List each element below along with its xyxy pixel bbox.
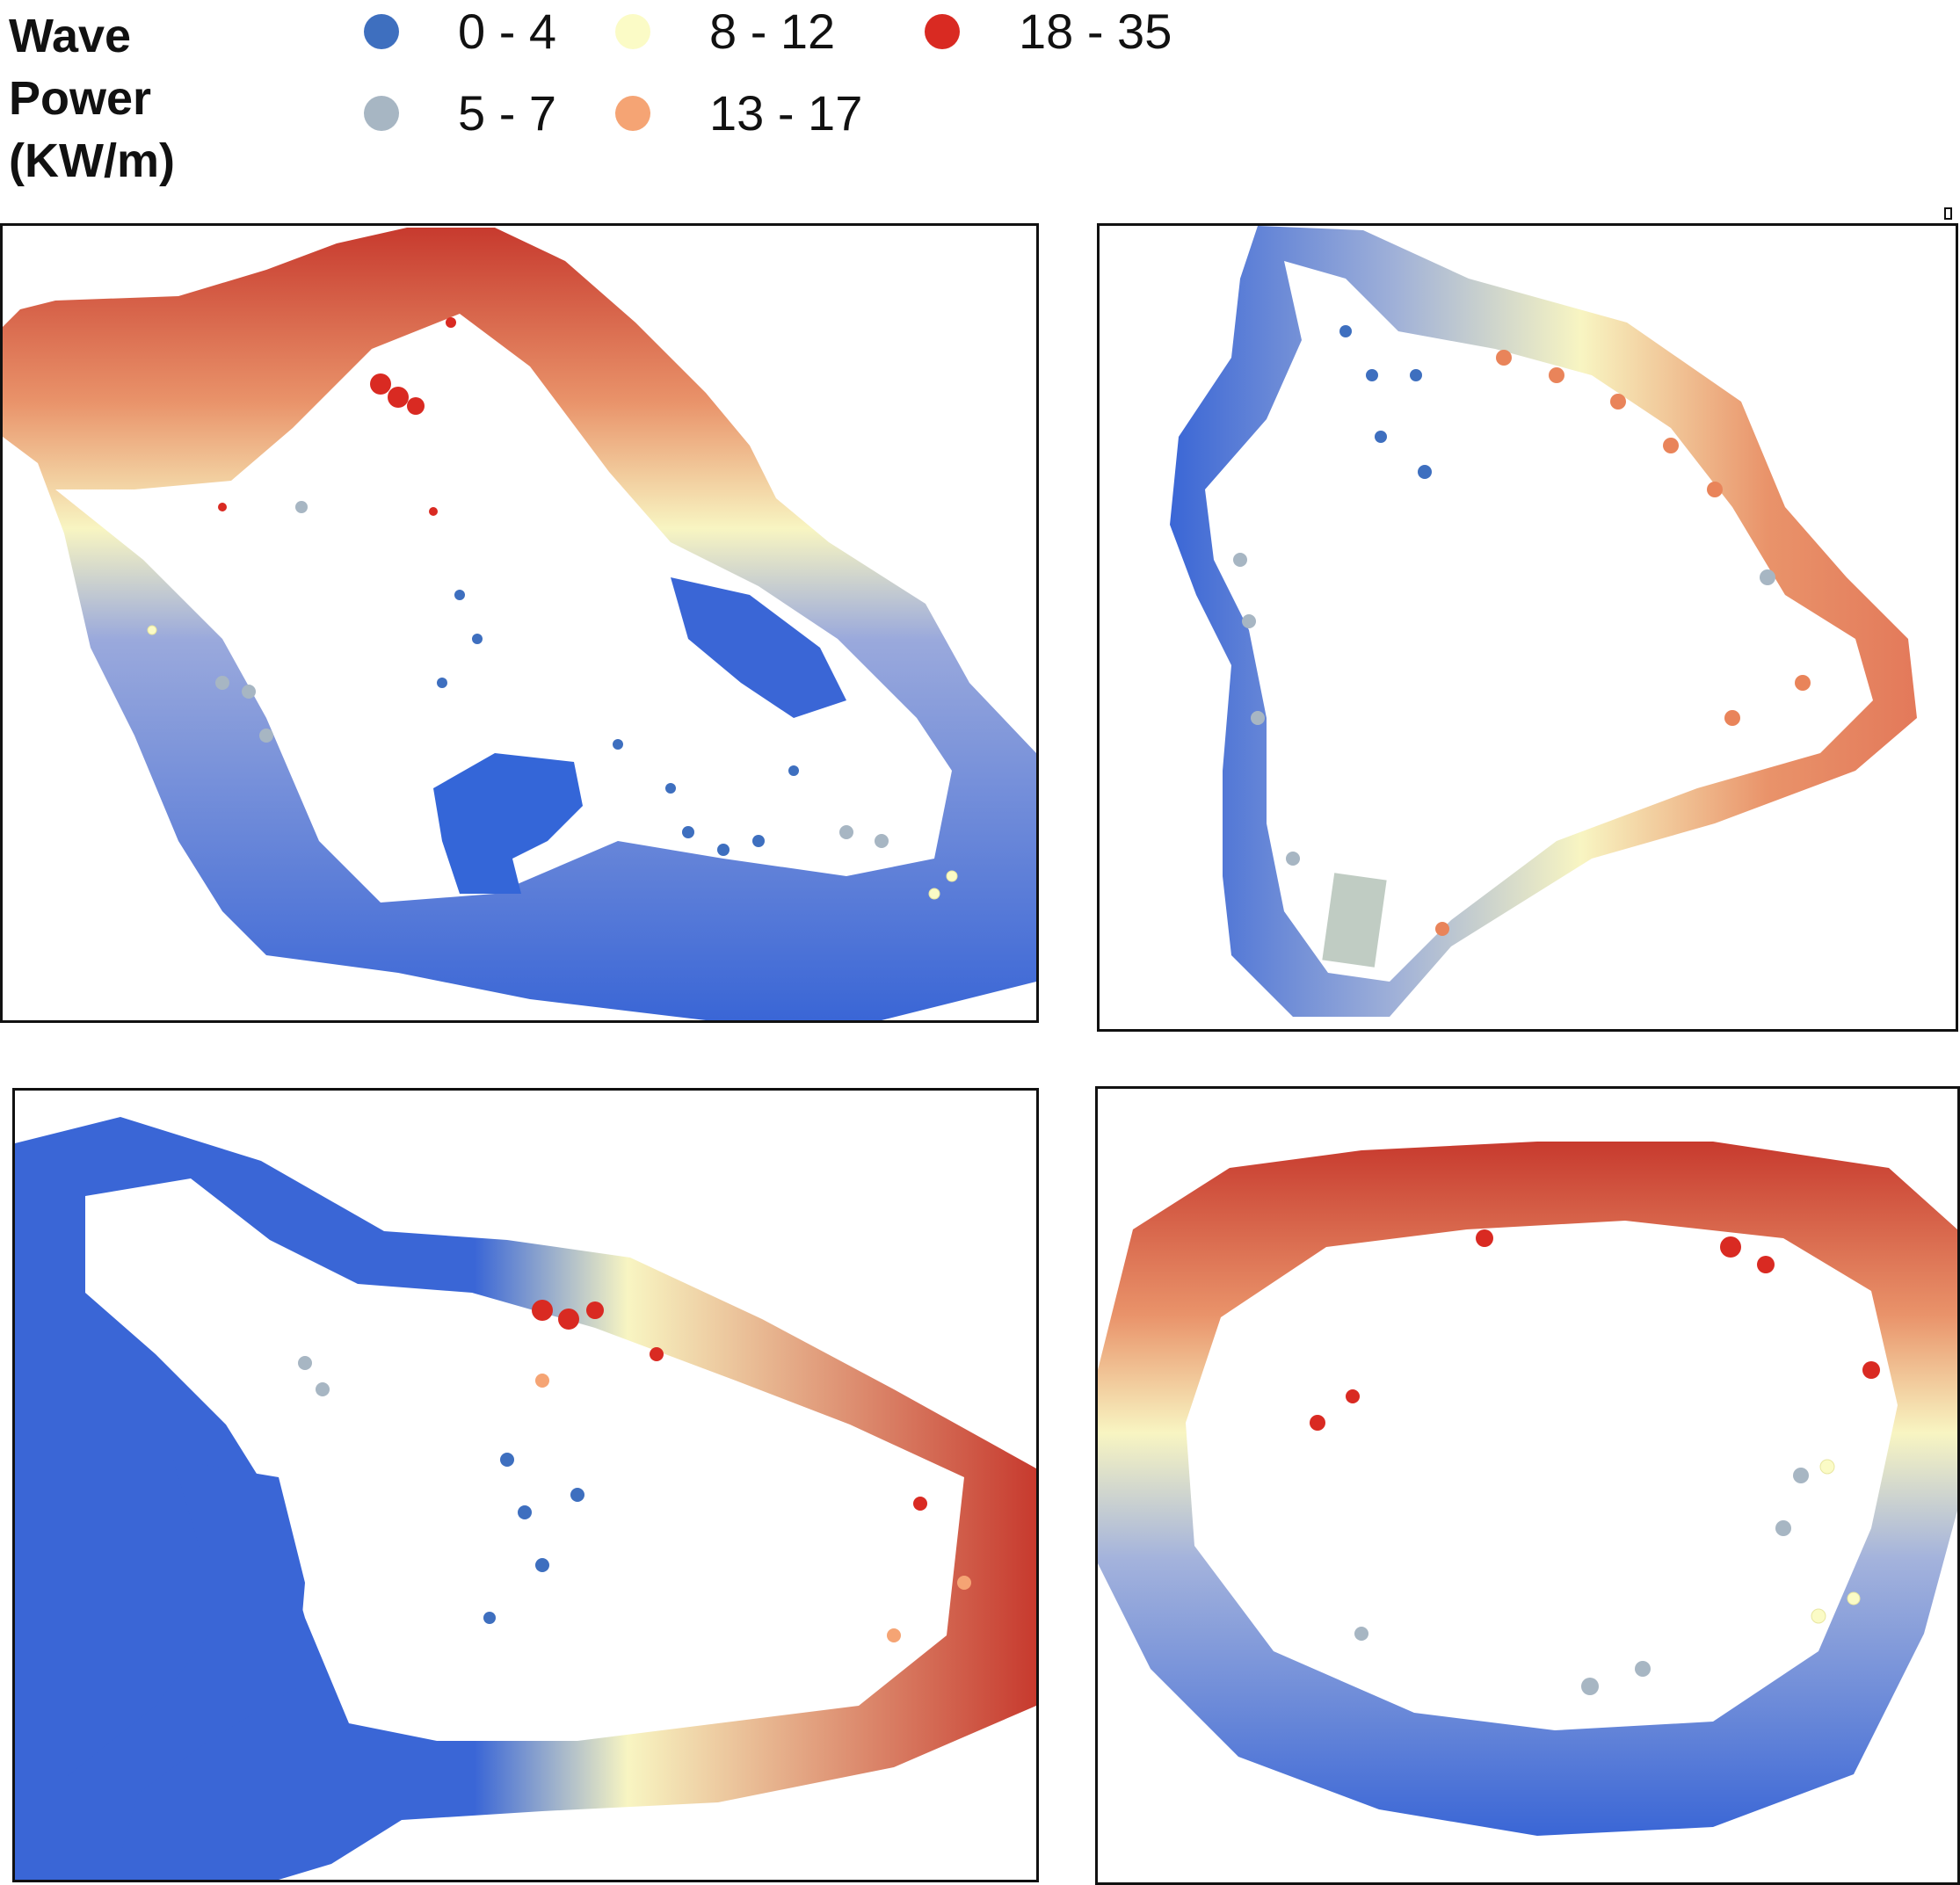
points-grey bbox=[1233, 553, 1775, 866]
island-land bbox=[55, 314, 952, 903]
points-yellow bbox=[1811, 1459, 1861, 1624]
points-blue bbox=[483, 1453, 584, 1624]
coast-blue-strip bbox=[671, 577, 846, 718]
legend-label-0-4: 0 - 4 bbox=[458, 4, 557, 59]
points-red bbox=[1310, 1229, 1880, 1431]
points-orange bbox=[1435, 350, 1811, 936]
legend-swatch-13-17 bbox=[615, 96, 650, 131]
legend-swatch-0-4 bbox=[364, 14, 399, 49]
legend-title-line-3: (KW/m) bbox=[9, 134, 175, 187]
legend-title-line-1: Wave bbox=[9, 10, 132, 62]
legend-title-line-2: Power bbox=[9, 72, 152, 125]
points-red bbox=[218, 317, 456, 516]
map-panel-top-left bbox=[0, 223, 1039, 1023]
points-grey bbox=[215, 501, 889, 848]
channel-blue bbox=[50, 1460, 305, 1864]
island-land bbox=[1205, 261, 1873, 982]
map-panel-bottom-right bbox=[1095, 1086, 1960, 1885]
legend-label-13-17: 13 - 17 bbox=[709, 85, 863, 141]
island-map-top-left bbox=[3, 228, 1036, 1020]
island-map-bottom-left bbox=[15, 1117, 1036, 1880]
points-orange bbox=[535, 1374, 971, 1642]
legend-swatch-5-7 bbox=[364, 96, 399, 131]
points-red bbox=[532, 1300, 927, 1511]
legend-label-5-7: 5 - 7 bbox=[458, 85, 557, 141]
legend-swatch-8-12 bbox=[615, 14, 650, 49]
island-land bbox=[85, 1178, 964, 1741]
points-yellow bbox=[147, 625, 958, 900]
map-panel-bottom-left bbox=[12, 1088, 1039, 1882]
legend-label-18-35: 18 - 35 bbox=[1019, 4, 1172, 59]
bay-blue-blob bbox=[433, 753, 583, 894]
legend-label-8-12: 8 - 12 bbox=[709, 4, 836, 59]
legend-swatch-18-35 bbox=[925, 14, 960, 49]
island-map-top-right bbox=[1170, 226, 1917, 1017]
points-blue bbox=[1339, 325, 1432, 479]
map-panel-top-right bbox=[1097, 223, 1958, 1032]
points-grey bbox=[298, 1356, 330, 1396]
points-grey bbox=[1354, 1468, 1809, 1695]
legend-title: Wave Power (KW/m) bbox=[9, 5, 237, 192]
island-land bbox=[1186, 1221, 1898, 1730]
corner-mark bbox=[1944, 207, 1952, 220]
grey-rect-feature bbox=[1322, 873, 1387, 968]
island-map-bottom-right bbox=[1098, 1142, 1957, 1836]
points-blue bbox=[437, 590, 799, 856]
